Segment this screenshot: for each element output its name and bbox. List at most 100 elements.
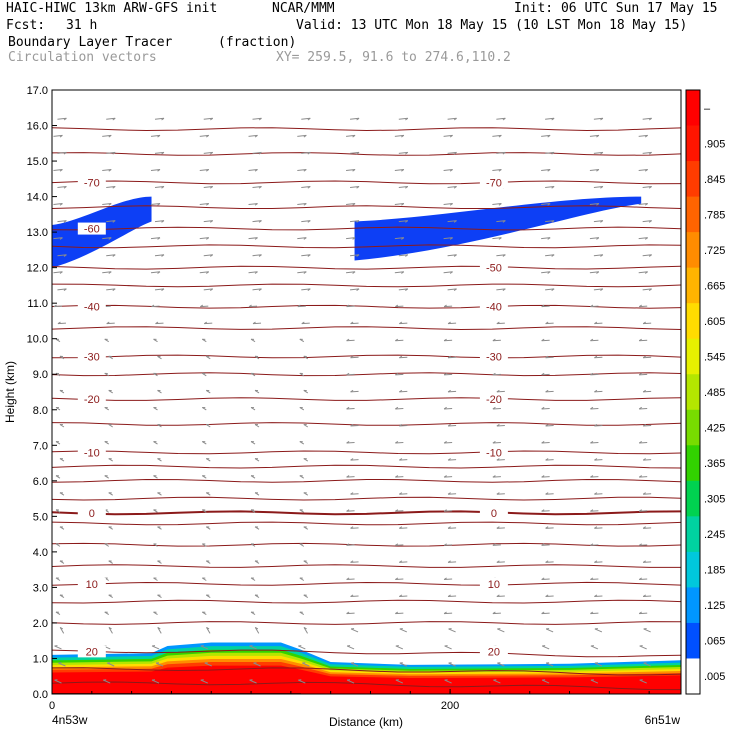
y-axis: 0.0 1.0 2.0 3.0 4.0 5.0 6.0 7.0 8.0 9.0 10.0 11.0 12… [27,85,57,701]
wind-vector [297,134,307,137]
wind-vector [106,117,116,120]
wind-vector-head [346,406,350,410]
wind-vector [639,373,648,376]
wind-vector [590,407,599,410]
wind-vector [297,237,307,240]
wind-vector [53,237,63,240]
wind-vector [399,459,408,461]
contour-label: -10 [84,447,100,459]
wind-vector-head [108,626,112,630]
wind-vector-head [492,543,496,546]
wind-vector [346,476,355,478]
wind-vector-head [600,254,604,257]
wind-vector [248,237,258,240]
wind-vector-head [590,441,594,444]
isotherm-line [52,478,681,483]
wind-vector [496,288,506,291]
wind-vector [57,185,67,188]
colorbar-swatch [686,90,700,127]
wind-vector [350,493,359,495]
wind-vector [448,561,457,563]
wind-vector [545,561,554,563]
wind-vector-head [106,321,110,325]
wind-vector-head [638,338,642,342]
contour-label: 0 [491,508,497,520]
wind-vector [151,305,160,308]
wind-vector-head [203,321,208,325]
contour-label: -30 [84,351,100,363]
wind-vector [58,662,66,667]
wind-vector [496,151,506,154]
wind-vector-head [590,509,594,512]
forecast-label: Fcst: [6,18,46,33]
wind-vector [496,459,505,461]
wind-vector-head [59,203,63,206]
wind-vector [639,578,648,580]
wind-vector [252,185,262,188]
wind-vector [448,662,456,667]
wind-vector-head [401,237,405,240]
wind-vector [541,237,551,240]
isotherm-line [52,581,681,586]
wind-vector [545,425,554,427]
wind-vector [53,168,63,171]
wind-vector-head [496,423,500,427]
wind-vector [541,373,550,376]
wind-vector-head [545,321,549,325]
colorbar-swatch [686,125,700,162]
wind-vector-head [395,372,399,376]
wind-vector [249,679,257,684]
wind-vector-head [395,338,399,342]
contour-label: 10 [488,579,500,591]
wind-vector-head [399,423,403,427]
wind-vector [155,662,164,667]
wind-vector [203,254,213,257]
wind-vector-head [112,254,116,257]
wind-vector [444,612,453,615]
colorbar-label: .245 [704,529,725,541]
wind-vector-head [401,134,405,138]
wind-vector-head [258,254,262,257]
wind-vector [496,322,505,325]
wind-vector [154,254,165,257]
wind-vector-head [541,338,545,342]
wind-vector [590,612,599,615]
wind-vector-head [600,220,604,223]
wind-vector-head [648,186,652,189]
wind-vector [594,356,603,359]
wind-vector [638,168,648,171]
wind-vector [203,220,213,223]
colorbar-label: .125 [704,600,725,612]
wind-vector-head [590,611,594,615]
wind-vector [395,476,404,478]
wind-vector-head [399,526,403,529]
wind-vector-head [590,543,594,546]
wind-vector-head [443,611,447,615]
wind-vector [594,527,603,529]
wind-vector [448,595,457,598]
wind-vector [643,595,652,598]
wind-vector [297,271,307,274]
wind-vector-head [453,288,457,291]
wind-vector-head [541,441,545,444]
wind-vector [541,578,550,580]
wind-vector-head [210,186,214,189]
isotherm-line [52,127,681,132]
wind-vector [350,151,360,154]
wind-vector-head [496,594,500,597]
wind-vector [589,237,599,240]
y-tick-label: 11.0 [27,298,48,310]
wind-vector-head [59,169,63,172]
colorbar-label: .305 [704,494,725,506]
contour-label-bg [479,446,508,459]
wind-vector [594,493,603,495]
wind-vector [394,237,404,240]
wind-vector [492,407,501,410]
wind-vector [639,407,648,410]
wind-vector-head [258,151,262,155]
wind-vector [492,612,501,615]
wind-vector-head [395,406,399,410]
wind-vector-head [648,220,652,223]
colorbar-swatch [686,267,700,304]
wind-vector-head [547,134,551,138]
